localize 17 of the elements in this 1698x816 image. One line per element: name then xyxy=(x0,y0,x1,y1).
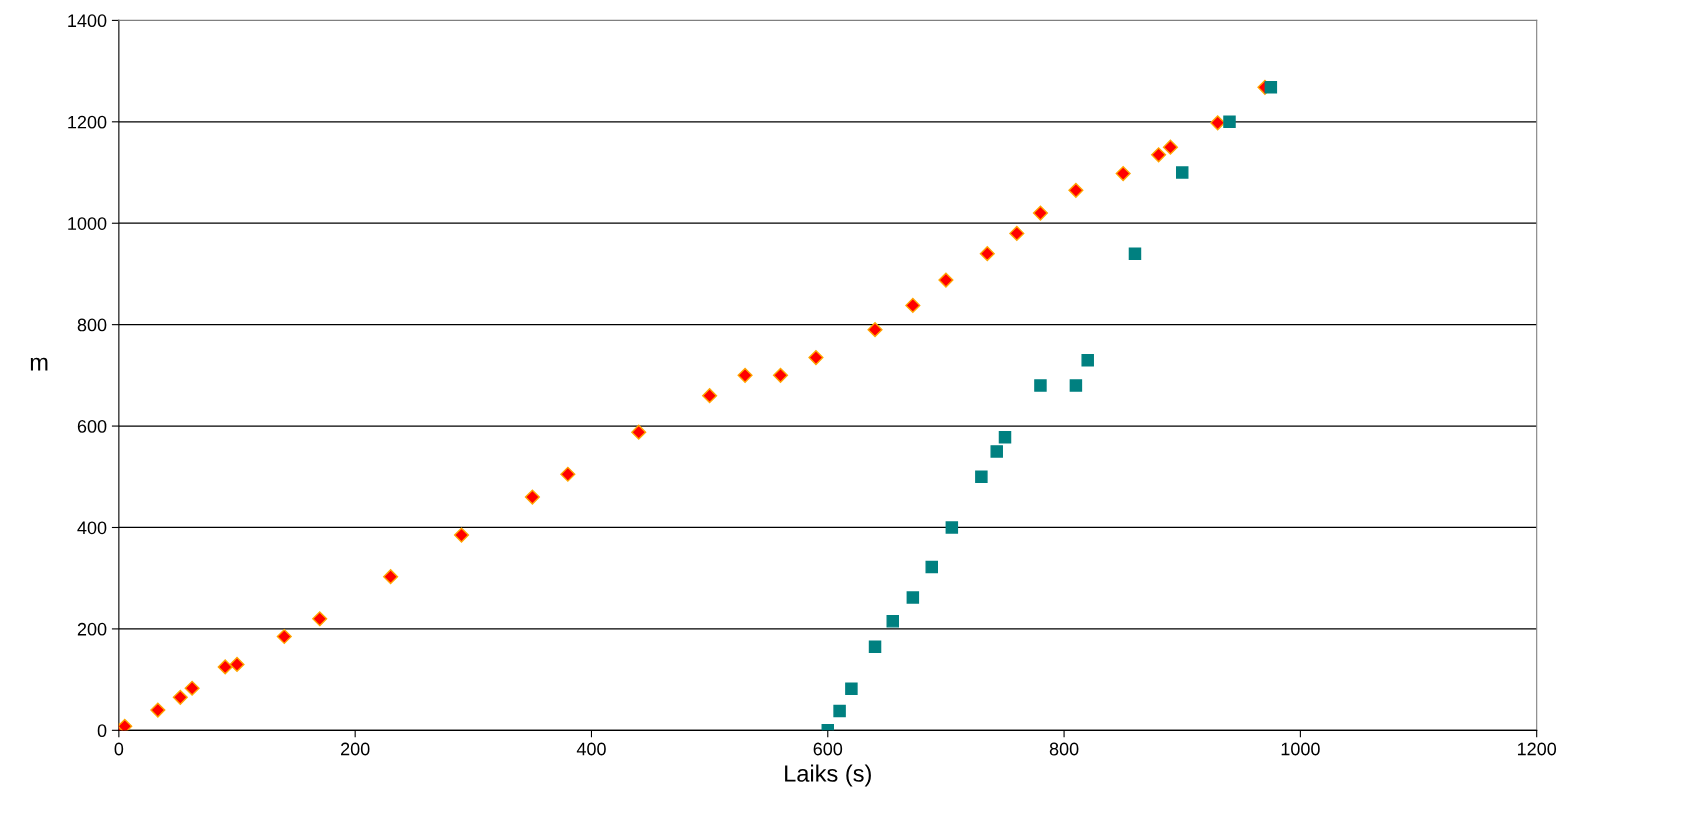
x-tick-label: 1200 xyxy=(1517,742,1557,756)
x-tick-label: 600 xyxy=(813,742,843,756)
x-tick-label: 1000 xyxy=(1281,742,1320,756)
y-tick-label: 1200 xyxy=(68,115,107,129)
x-tick-label: 800 xyxy=(1049,742,1079,756)
x-tick-label: 200 xyxy=(341,742,370,756)
y-tick-label: 200 xyxy=(77,622,107,636)
y-tick-label: 600 xyxy=(77,420,107,433)
y-tick-label: 400 xyxy=(77,521,107,535)
x-axis-title: Laiks (s) xyxy=(785,764,871,787)
x-tick-label: 0 xyxy=(114,742,124,756)
y-tick-label: 800 xyxy=(77,318,107,332)
y-tick-label: 1400 xyxy=(68,14,107,28)
y-tick-label: 0 xyxy=(97,724,107,738)
x-tick-label: 400 xyxy=(576,742,606,756)
y-tick-label: 1000 xyxy=(68,217,107,230)
y-axis-title: m xyxy=(30,357,48,371)
